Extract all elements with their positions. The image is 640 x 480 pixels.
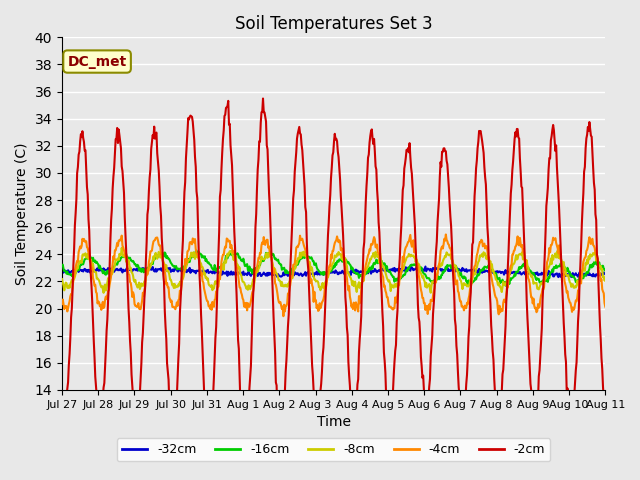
-32cm — [233, 272, 241, 277]
-2cm — [58, 405, 66, 411]
-4cm — [442, 231, 450, 237]
X-axis label: Time: Time — [317, 415, 351, 429]
Text: DC_met: DC_met — [67, 55, 127, 69]
-16cm — [262, 250, 270, 256]
-2cm — [263, 143, 271, 148]
-16cm — [445, 263, 452, 269]
-2cm — [413, 276, 421, 282]
-2cm — [637, 413, 640, 419]
Line: -32cm: -32cm — [62, 266, 640, 277]
-4cm — [284, 291, 292, 297]
-2cm — [259, 96, 267, 101]
-4cm — [126, 279, 134, 285]
-8cm — [637, 277, 640, 283]
-32cm — [284, 272, 291, 277]
-16cm — [284, 270, 292, 276]
-16cm — [413, 264, 420, 269]
-4cm — [58, 301, 66, 307]
-32cm — [555, 274, 563, 280]
-32cm — [422, 264, 429, 269]
Line: -8cm: -8cm — [62, 248, 640, 293]
-2cm — [126, 338, 134, 344]
-2cm — [285, 312, 292, 318]
-32cm — [637, 269, 640, 275]
-16cm — [193, 248, 200, 253]
-8cm — [58, 276, 66, 282]
-8cm — [285, 283, 292, 288]
-32cm — [58, 269, 66, 275]
-16cm — [234, 251, 241, 256]
-8cm — [128, 270, 136, 276]
-16cm — [502, 283, 509, 288]
Line: -16cm: -16cm — [62, 251, 640, 286]
-8cm — [118, 245, 125, 251]
-32cm — [126, 267, 134, 273]
-32cm — [445, 267, 452, 273]
Line: -2cm: -2cm — [62, 98, 640, 447]
-8cm — [446, 252, 454, 258]
Line: -4cm: -4cm — [62, 234, 640, 316]
-4cm — [261, 242, 269, 248]
-8cm — [100, 290, 108, 296]
Legend: -32cm, -16cm, -8cm, -4cm, -2cm: -32cm, -16cm, -8cm, -4cm, -2cm — [117, 438, 550, 461]
Title: Soil Temperatures Set 3: Soil Temperatures Set 3 — [235, 15, 433, 33]
-4cm — [637, 303, 640, 309]
-8cm — [413, 259, 421, 264]
-4cm — [233, 264, 241, 269]
-2cm — [204, 444, 212, 450]
-4cm — [280, 313, 287, 319]
-2cm — [234, 313, 241, 319]
-2cm — [446, 201, 454, 206]
-32cm — [412, 266, 419, 272]
-8cm — [234, 263, 242, 268]
-4cm — [446, 245, 454, 251]
Y-axis label: Soil Temperature (C): Soil Temperature (C) — [15, 143, 29, 285]
-16cm — [126, 255, 134, 261]
-32cm — [261, 272, 269, 278]
-16cm — [58, 262, 66, 268]
-16cm — [637, 263, 640, 268]
-4cm — [413, 260, 420, 265]
-8cm — [263, 251, 271, 256]
